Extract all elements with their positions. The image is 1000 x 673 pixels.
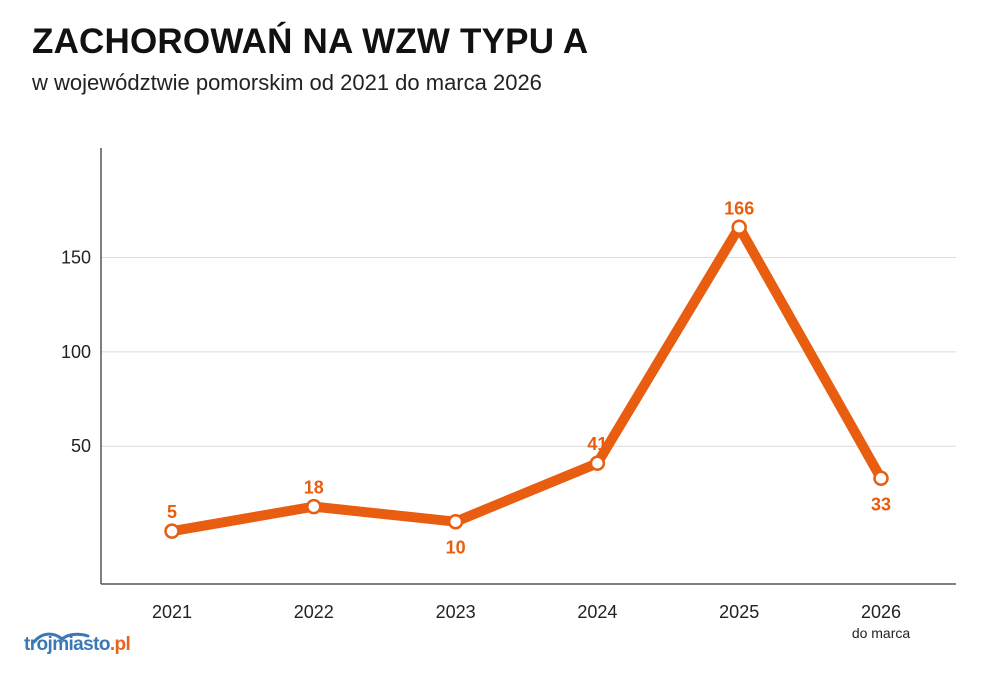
data-point bbox=[873, 470, 889, 487]
data-point bbox=[447, 513, 464, 530]
chart-subtitle: w województwie pomorskim od 2021 do marc… bbox=[32, 70, 542, 95]
x-tick-label: 2026 bbox=[861, 602, 901, 622]
series-line bbox=[167, 222, 886, 537]
data-label: 5 bbox=[167, 502, 177, 522]
brand-logo: trojmiasto.pl bbox=[24, 630, 154, 660]
x-tick-sublabel: do marca bbox=[852, 625, 911, 641]
logo-tld-text: .pl bbox=[109, 634, 131, 655]
data-point bbox=[306, 498, 322, 515]
data-label: 166 bbox=[724, 198, 754, 218]
data-point bbox=[164, 523, 180, 539]
x-tick-label: 2024 bbox=[577, 602, 617, 622]
y-tick-label: 100 bbox=[61, 342, 91, 362]
x-tick-label: 2021 bbox=[152, 602, 192, 622]
logo-text: trojmiasto.pl bbox=[24, 634, 131, 656]
data-label: 33 bbox=[871, 494, 891, 514]
chart-title: ZACHOROWAŃ NA WZW TYPU A bbox=[32, 22, 589, 61]
data-label: 41 bbox=[587, 434, 607, 454]
y-tick-label: 50 bbox=[71, 436, 91, 456]
x-tick-label: 2025 bbox=[719, 602, 759, 622]
data-point bbox=[589, 455, 606, 471]
data-point bbox=[731, 219, 747, 236]
x-tick-label: 2022 bbox=[294, 602, 334, 622]
logo-main-text: trojmiasto bbox=[24, 634, 110, 655]
x-tick-label: 2023 bbox=[436, 602, 476, 622]
seagull-icon bbox=[32, 632, 90, 644]
data-label: 18 bbox=[304, 478, 324, 498]
y-tick-label: 150 bbox=[61, 247, 91, 267]
data-label: 10 bbox=[446, 538, 466, 558]
